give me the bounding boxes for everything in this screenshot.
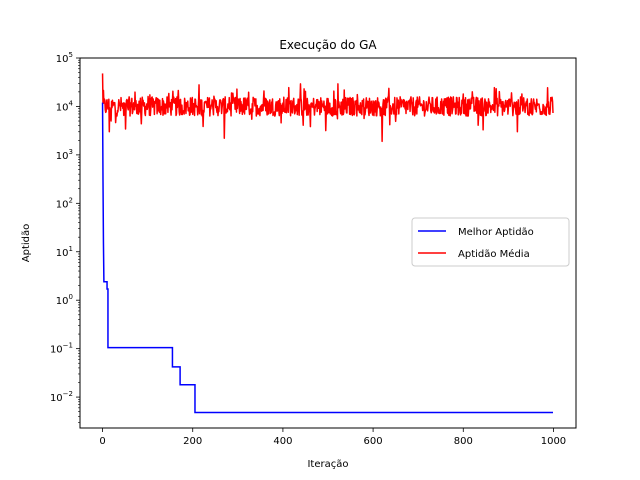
y-axis-ticks: 10−2 10−1 100 101 102 103 104 105 <box>50 51 80 423</box>
y-tick-label: 101 <box>56 245 73 259</box>
x-tick-label: 400 <box>273 436 292 447</box>
legend-label-best: Melhor Aptidão <box>458 227 534 238</box>
plot-area <box>79 57 577 429</box>
y-tick-label: 100 <box>56 293 73 307</box>
x-axis-label: Iteração <box>307 459 348 470</box>
y-axis-label: Aptidão <box>21 224 32 262</box>
series-line-mean <box>101 73 554 143</box>
chart-title: Execução do GA <box>279 38 377 52</box>
x-tick-label: 200 <box>183 436 202 447</box>
x-tick-label: 800 <box>454 436 473 447</box>
series-layer <box>101 73 554 414</box>
y-tick-label: 102 <box>56 196 73 210</box>
y-tick-label: 10−1 <box>50 342 73 356</box>
legend-box <box>411 217 570 267</box>
y-tick-label: 104 <box>56 99 74 113</box>
legend: Melhor Aptidão Aptidão Média <box>411 217 570 267</box>
x-tick-label: 1000 <box>541 436 566 447</box>
x-tick-label: 600 <box>364 436 383 447</box>
axes-frame <box>79 57 577 429</box>
y-tick-label: 10−2 <box>50 390 73 404</box>
y-tick-label: 105 <box>56 51 73 65</box>
x-tick-label: 0 <box>99 436 105 447</box>
legend-label-mean: Aptidão Média <box>458 248 530 260</box>
x-axis-ticks: 0 200 400 600 800 1000 <box>99 428 566 447</box>
series-line-best <box>101 102 553 414</box>
y-tick-label: 103 <box>56 148 73 162</box>
